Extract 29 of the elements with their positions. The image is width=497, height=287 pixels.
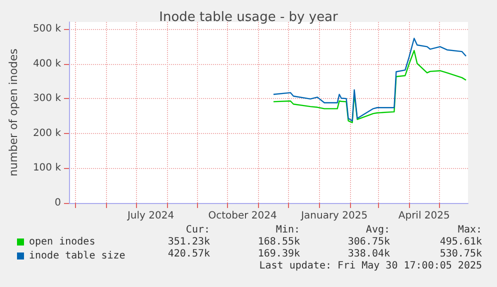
y-tick-label: 400 k	[32, 58, 62, 70]
y-tick-label: 300 k	[32, 93, 62, 104]
chart-title: Inode table usage - by year	[159, 10, 339, 25]
x-tick-label: October 2024	[208, 210, 277, 222]
text: 351.23k	[168, 236, 210, 248]
text: 530.75k	[440, 248, 482, 260]
text: 338.04k	[348, 248, 390, 260]
text: 495.61k	[440, 236, 482, 248]
text: Cur:	[186, 224, 210, 236]
x-tick-label: July 2024	[126, 210, 174, 222]
line-series	[272, 50, 467, 124]
text: Last update: Fri May 30 17:00:05 2025	[259, 260, 482, 272]
y-axis-title: number of open inodes	[7, 48, 20, 176]
text: 169.39k	[258, 248, 300, 260]
text: 306.75k	[348, 236, 390, 248]
x-tick-label: April 2025	[398, 210, 450, 222]
text: Avg:	[366, 224, 390, 236]
legend-label: inode table size	[29, 250, 126, 262]
line-series	[272, 38, 467, 122]
text: 168.55k	[258, 236, 300, 248]
text: Min:	[276, 224, 300, 236]
y-tick-label: 100 k	[32, 162, 62, 174]
y-tick-label: 200 k	[32, 128, 62, 139]
y-tick-label: 0	[54, 198, 61, 208]
legend-label: open inodes	[29, 236, 96, 248]
x-tick-label: January 2025	[300, 210, 368, 222]
text: Max:	[458, 224, 482, 236]
y-tick-label: 500 k	[32, 23, 62, 34]
text: 420.57k	[168, 248, 210, 260]
